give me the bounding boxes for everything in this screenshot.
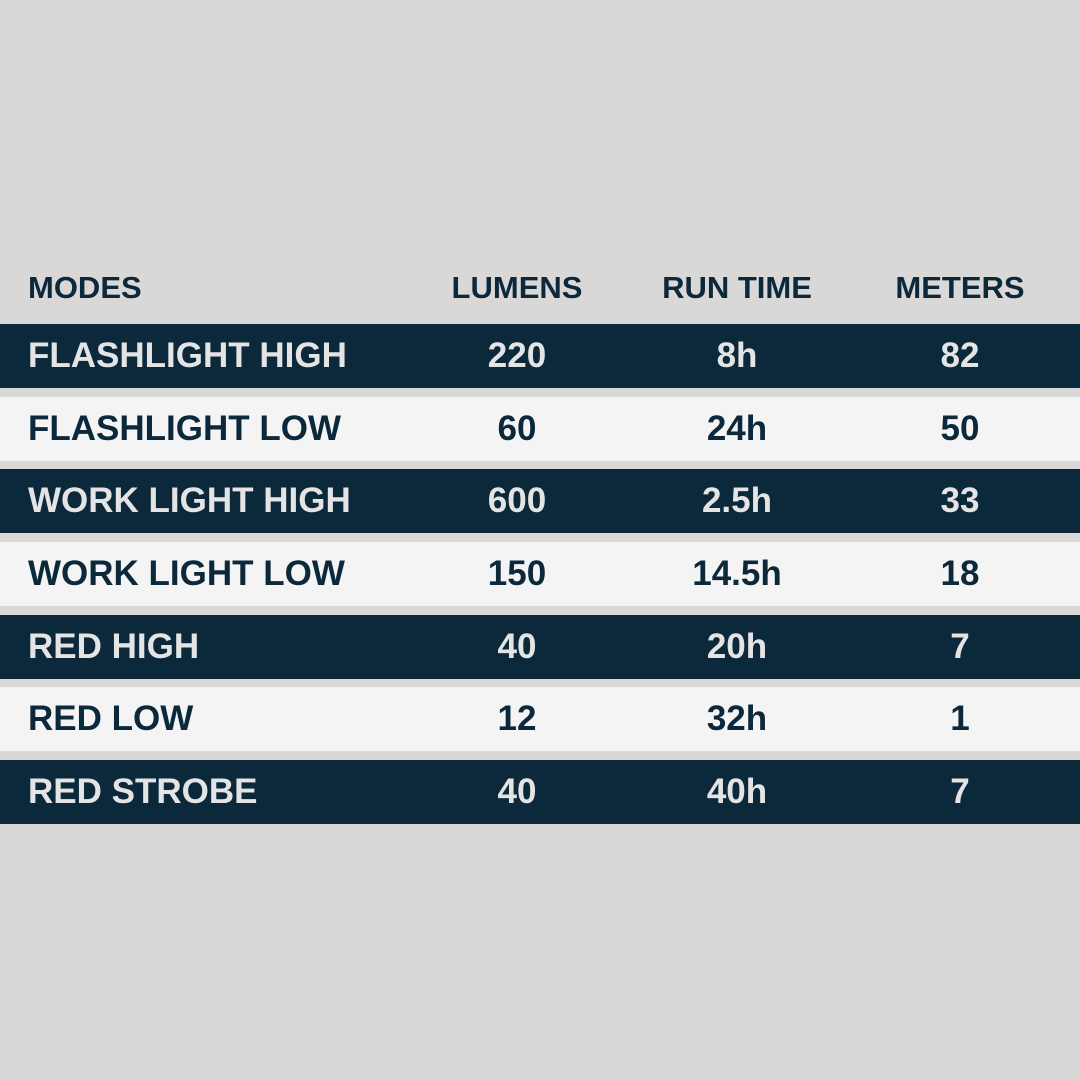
- table-row: RED LOW 12 32h 1: [0, 687, 1080, 751]
- cell-run-time: 8h: [716, 336, 758, 375]
- cell-meters: 82: [940, 336, 980, 375]
- cell-lumens: 220: [487, 336, 547, 375]
- cell-mode: WORK LIGHT LOW: [28, 554, 345, 593]
- cell-mode: FLASHLIGHT LOW: [28, 409, 342, 448]
- cell-lumens: 40: [497, 627, 537, 666]
- cell-run-time: 20h: [706, 627, 768, 666]
- cell-meters: 18: [940, 554, 980, 593]
- table-row: RED HIGH 40 20h 7: [0, 615, 1080, 679]
- table-row: FLASHLIGHT HIGH 220 8h 82: [0, 324, 1080, 388]
- cell-lumens: 40: [497, 772, 537, 811]
- cell-mode: WORK LIGHT HIGH: [28, 481, 351, 520]
- cell-run-time: 24h: [706, 409, 768, 448]
- cell-lumens: 600: [487, 481, 547, 520]
- cell-mode: FLASHLIGHT HIGH: [28, 336, 347, 375]
- table-header: MODES LUMENS RUN TIME METERS: [0, 266, 1080, 310]
- header-meters: METERS: [895, 270, 1025, 305]
- cell-meters: 7: [950, 627, 970, 666]
- header-modes: MODES: [28, 270, 142, 305]
- table-row: WORK LIGHT LOW 150 14.5h 18: [0, 542, 1080, 606]
- cell-run-time: 32h: [706, 699, 768, 738]
- cell-lumens: 12: [497, 699, 537, 738]
- cell-run-time: 40h: [706, 772, 768, 811]
- cell-meters: 1: [950, 699, 970, 738]
- cell-lumens: 60: [497, 409, 537, 448]
- header-run-time: RUN TIME: [662, 270, 812, 305]
- cell-mode: RED LOW: [28, 699, 194, 738]
- table-row: WORK LIGHT HIGH 600 2.5h 33: [0, 469, 1080, 533]
- table-row: RED STROBE 40 40h 7: [0, 760, 1080, 824]
- cell-meters: 50: [940, 409, 980, 448]
- cell-mode: RED HIGH: [28, 627, 200, 666]
- cell-run-time: 2.5h: [701, 481, 773, 520]
- table-row: FLASHLIGHT LOW 60 24h 50: [0, 397, 1080, 461]
- cell-lumens: 150: [487, 554, 547, 593]
- header-lumens: LUMENS: [451, 270, 583, 305]
- cell-meters: 33: [940, 481, 980, 520]
- cell-mode: RED STROBE: [28, 772, 258, 811]
- cell-meters: 7: [950, 772, 970, 811]
- cell-run-time: 14.5h: [692, 554, 782, 593]
